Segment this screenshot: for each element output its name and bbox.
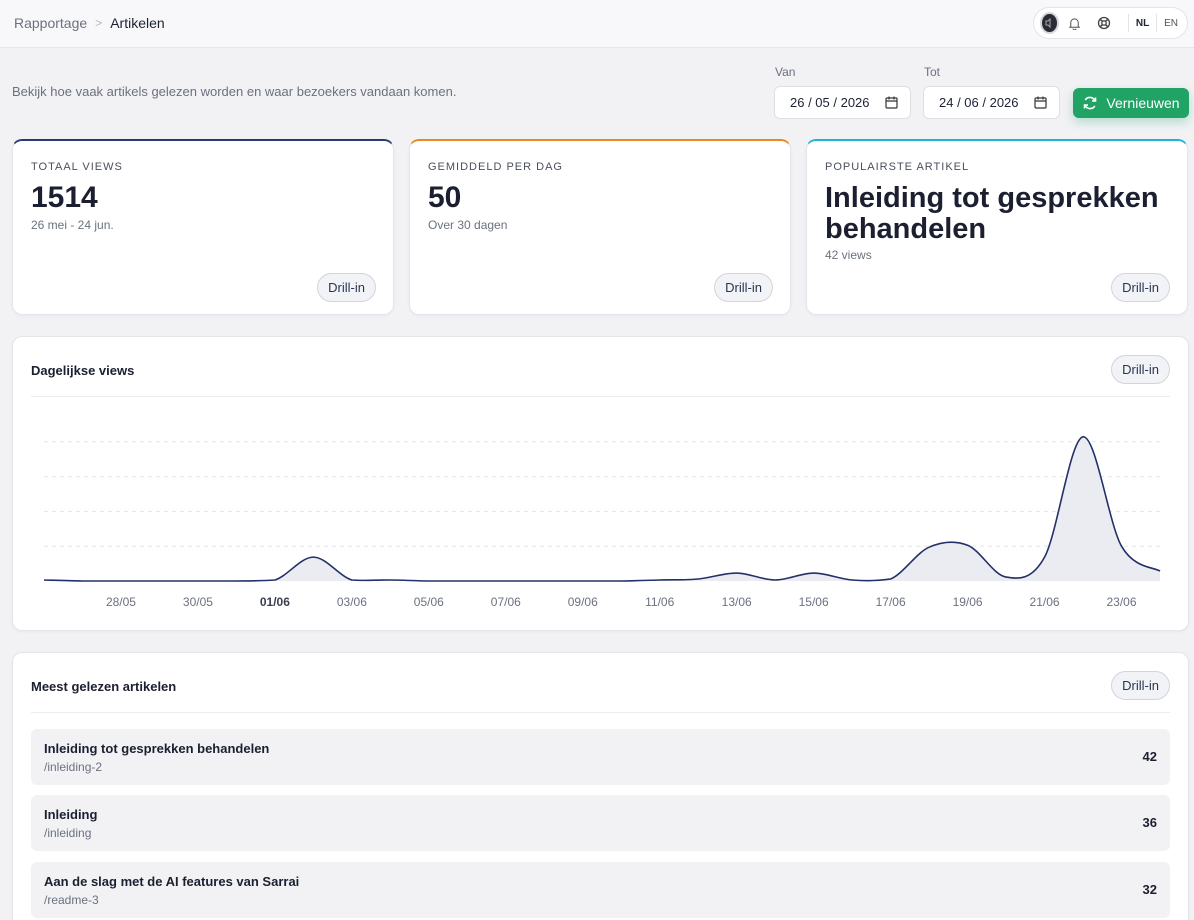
- list-item[interactable]: Aan de slag met de AI features van Sarra…: [31, 862, 1170, 918]
- x-tick-label: 17/06: [876, 595, 906, 609]
- article-path: /inleiding-2: [44, 760, 103, 774]
- article-view-count: 36: [1142, 815, 1157, 830]
- help-lifebuoy-icon[interactable]: [1094, 11, 1114, 35]
- lang-en-button[interactable]: EN: [1164, 17, 1178, 29]
- from-date-input[interactable]: 26 / 05 / 2026: [774, 86, 911, 119]
- calendar-icon: [1034, 96, 1047, 109]
- daily-views-card: Dagelijkse views Drill-in 28/05 30/05 01/0…: [12, 336, 1189, 631]
- top-articles-card: Meest gelezen artikelen Drill-in Inleidi…: [12, 652, 1189, 920]
- lang-nl-button[interactable]: NL: [1135, 17, 1150, 29]
- toolbar-divider: [1128, 14, 1129, 32]
- stat-subtext: Over 30 dagen: [428, 218, 508, 232]
- breadcrumb-current: Artikelen: [110, 15, 165, 31]
- breadcrumb: Rapportage > Artikelen: [14, 15, 165, 31]
- x-tick-label: 28/05: [106, 595, 136, 609]
- article-title: Inleiding tot gesprekken behandelen: [44, 741, 270, 756]
- refresh-icon: [1084, 96, 1097, 110]
- article-title: Aan de slag met de AI features van Sarra…: [44, 874, 300, 889]
- stat-card-avg-per-day: GEMIDDELD PER DAG 50 Over 30 dagen Drill…: [409, 139, 791, 315]
- x-tick-label: 15/06: [799, 595, 829, 609]
- drill-in-button[interactable]: Drill-in: [714, 273, 773, 302]
- bell-icon[interactable]: [1065, 11, 1085, 35]
- stat-value: 1514: [31, 181, 98, 214]
- avatar[interactable]: [1040, 12, 1059, 34]
- x-tick-label: 07/06: [491, 595, 521, 609]
- section-title: Dagelijkse views: [31, 363, 135, 378]
- x-tick-label: 23/06: [1107, 595, 1137, 609]
- x-tick-label: 03/06: [337, 595, 367, 609]
- drill-in-button[interactable]: Drill-in: [1111, 671, 1170, 700]
- x-tick-label: 11/06: [645, 595, 674, 609]
- stat-label: GEMIDDELD PER DAG: [428, 161, 563, 173]
- x-tick-label: 01/06: [260, 595, 290, 609]
- x-tick-label: 05/06: [414, 595, 444, 609]
- chart-series-line: [43, 436, 1161, 582]
- daily-views-chart: 28/05 30/05 01/06 03/06 05/06 07/06 09/06 11/06…: [43, 436, 1161, 609]
- stat-subtext: 26 mei - 24 jun.: [31, 218, 114, 232]
- x-tick-label: 30/05: [183, 595, 213, 609]
- stat-subtext: 42 views: [825, 248, 872, 262]
- drill-in-button[interactable]: Drill-in: [317, 273, 376, 302]
- from-date-value: 26 / 05 / 2026: [790, 95, 870, 110]
- top-bar: Rapportage > Artikelen NL EN: [0, 0, 1194, 48]
- divider: [31, 396, 1170, 397]
- list-item[interactable]: Inleiding /inleiding 36: [31, 795, 1170, 851]
- x-tick-label: 13/06: [722, 595, 752, 609]
- divider: [31, 712, 1170, 713]
- list-item[interactable]: Inleiding tot gesprekken behandelen /inl…: [31, 729, 1170, 785]
- section-title: Meest gelezen artikelen: [31, 679, 177, 694]
- x-tick-label: 09/06: [568, 595, 598, 609]
- to-label: Tot: [924, 65, 941, 79]
- stat-value: Inleiding tot gesprekken behandelen: [825, 182, 1159, 245]
- article-title: Inleiding: [44, 807, 98, 822]
- refresh-button[interactable]: Vernieuwen: [1073, 88, 1189, 118]
- toolbar: NL EN: [1033, 7, 1188, 39]
- chart-area-fill: [44, 436, 1160, 581]
- stat-card-popular-article: POPULAIRSTE ARTIKEL Inleiding tot gespre…: [806, 139, 1188, 315]
- article-view-count: 32: [1142, 882, 1157, 897]
- drill-in-button[interactable]: Drill-in: [1111, 273, 1170, 302]
- drill-in-button[interactable]: Drill-in: [1111, 355, 1170, 384]
- to-date-input[interactable]: 24 / 06 / 2026: [923, 86, 1060, 119]
- x-tick-label: 19/06: [953, 595, 983, 609]
- article-view-count: 42: [1142, 749, 1157, 764]
- refresh-label: Vernieuwen: [1106, 95, 1180, 111]
- to-date-value: 24 / 06 / 2026: [939, 95, 1019, 110]
- toolbar-divider: [1156, 14, 1158, 32]
- stat-label: TOTAAL VIEWS: [31, 161, 123, 173]
- article-path: /readme-3: [44, 893, 99, 907]
- stat-label: POPULAIRSTE ARTIKEL: [825, 161, 970, 173]
- chevron-right-icon: >: [95, 16, 103, 30]
- article-path: /inleiding: [44, 826, 92, 840]
- x-tick-label: 21/06: [1030, 595, 1060, 609]
- breadcrumb-root[interactable]: Rapportage: [14, 15, 88, 31]
- page-description: Bekijk hoe vaak artikels gelezen worden …: [12, 84, 457, 99]
- stat-value: 50: [428, 181, 462, 214]
- stat-card-total-views: TOTAAL VIEWS 1514 26 mei - 24 jun. Drill…: [12, 139, 394, 315]
- calendar-icon: [885, 96, 898, 109]
- from-label: Van: [775, 65, 796, 79]
